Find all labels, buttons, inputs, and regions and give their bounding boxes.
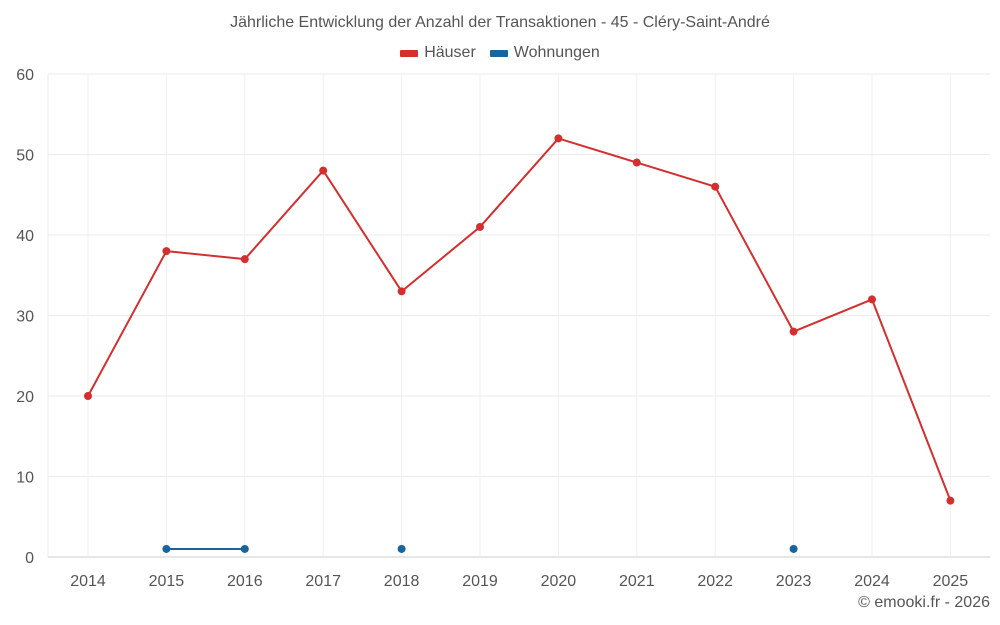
legend-item-wohnungen[interactable]: Wohnungen: [489, 44, 600, 62]
data-point-haeuser-2023: [789, 327, 798, 336]
y-tick-label: 10: [16, 470, 34, 487]
data-point-haeuser-2015: [162, 247, 171, 256]
x-tick-label: 2016: [227, 573, 263, 590]
x-tick-label: 2014: [70, 573, 106, 590]
data-point-haeuser-2025: [946, 496, 955, 505]
y-tick-label: 50: [16, 148, 34, 165]
y-tick-label: 40: [16, 228, 34, 245]
series-layer: [84, 134, 955, 553]
data-point-wohnungen-2016: [240, 544, 249, 553]
data-point-haeuser-2017: [319, 166, 328, 175]
x-tick-label: 2019: [462, 573, 498, 590]
x-tick-label: 2015: [149, 573, 185, 590]
x-tick-label: 2021: [619, 573, 655, 590]
legend-item-haeuser[interactable]: Häuser: [400, 44, 476, 62]
x-tick-label: 2024: [854, 573, 890, 590]
data-point-haeuser-2014: [84, 392, 92, 400]
x-tick-label: 2018: [384, 573, 420, 590]
x-tick-label: 2023: [776, 573, 812, 590]
copyright-footer: © emooki.fr - 2026: [858, 594, 990, 611]
legend-swatch-wohnungen: [489, 49, 508, 57]
data-point-haeuser-2024: [868, 295, 876, 304]
data-point-wohnungen-2023: [789, 544, 798, 553]
chart-title: Jährliche Entwicklung der Anzahl der Tra…: [230, 14, 770, 31]
data-point-wohnungen-2015: [162, 544, 171, 553]
y-tick-label: 30: [16, 309, 34, 326]
data-point-wohnungen-2018: [397, 544, 406, 553]
x-tick-label: 2017: [305, 573, 341, 590]
x-tick-label: 2025: [933, 573, 969, 590]
legend-label-haeuser: Häuser: [424, 44, 476, 61]
data-point-haeuser-2019: [476, 222, 484, 231]
series-line-haeuser: [87, 137, 952, 502]
grid-layer: [47, 73, 990, 558]
x-tick-label: 2022: [697, 573, 733, 590]
axis-layer: 0 10 20 30 40 50 60 2014 2015 2016 2017 2018 2019 202…: [16, 67, 968, 590]
y-tick-label: 20: [16, 389, 34, 406]
data-point-haeuser-2022: [711, 182, 720, 191]
y-tick-label: 0: [25, 550, 34, 567]
x-tick-label: 2020: [541, 573, 577, 590]
legend-label-wohnungen: Wohnungen: [513, 44, 600, 61]
data-point-haeuser-2020: [554, 134, 563, 143]
data-point-haeuser-2018: [397, 287, 406, 296]
chart-legend: Häuser Wohnungen: [0, 44, 1000, 62]
data-point-haeuser-2021: [632, 158, 641, 167]
data-point-haeuser-2016: [240, 255, 249, 264]
legend-swatch-haeuser: [400, 49, 419, 57]
y-tick-label: 60: [16, 67, 34, 84]
